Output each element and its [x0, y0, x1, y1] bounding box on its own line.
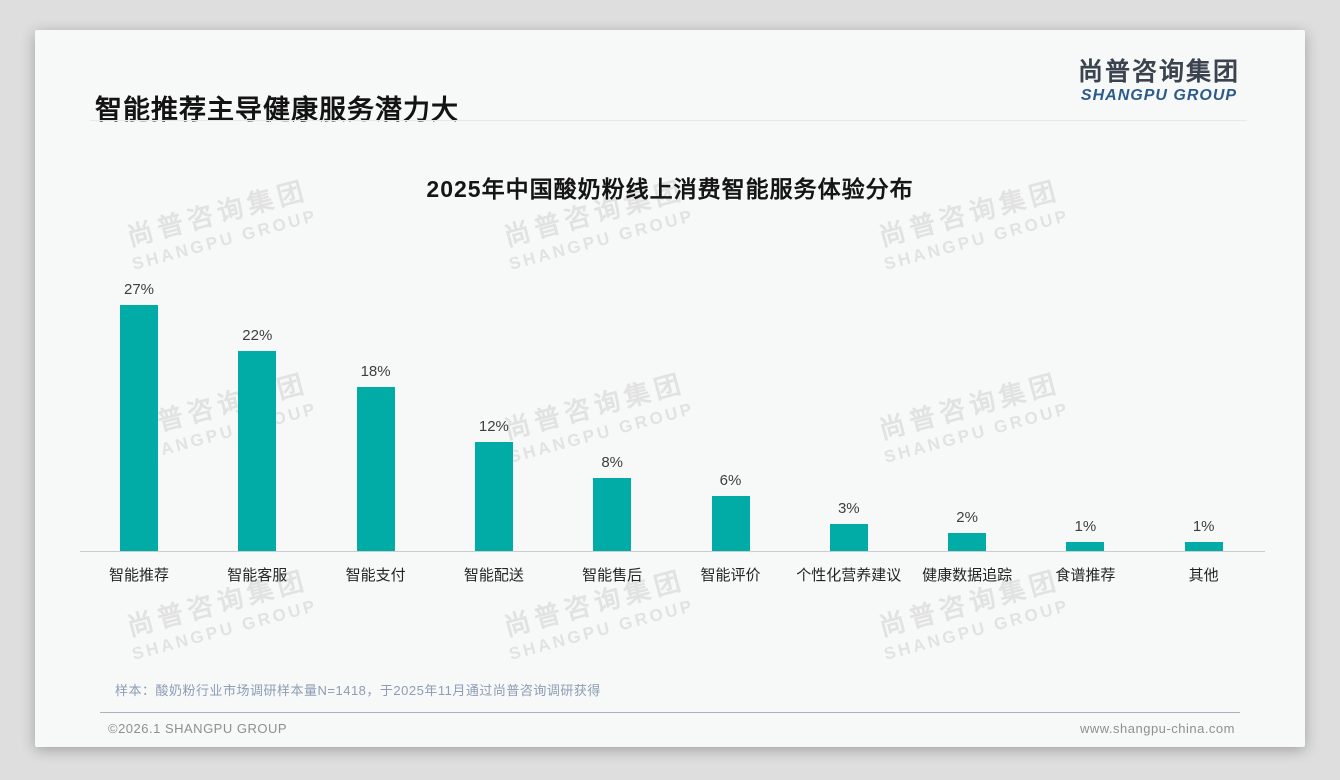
bar-value-label: 22% — [242, 327, 273, 344]
bar — [948, 533, 987, 551]
bar-value-label: 1% — [1074, 518, 1097, 535]
company-logo: 尚普咨询集团 SHANGPU GROUP — [1078, 57, 1240, 105]
bar — [1184, 542, 1223, 551]
bar-group: 1% 食谱推荐 — [1020, 518, 1150, 584]
bar-value-label: 1% — [1192, 518, 1215, 535]
bar-value-label: 6% — [719, 472, 742, 489]
bar-category-label: 个性化营养建议 — [796, 567, 902, 584]
bar-category-label: 智能配送 — [463, 567, 524, 584]
bar-chart-plot: 27% 智能推荐 22% 智能客服 18% 智能支付 12% 智能配送 8% 智能售后 6% 智能评价… — [35, 30, 1305, 747]
logo-english-name: SHANGPU GROUP — [1080, 87, 1238, 104]
bar-group: 1% 其他 — [1139, 518, 1269, 584]
bar-group: 12% 智能配送 — [429, 418, 559, 584]
bar-value-label: 2% — [956, 509, 978, 526]
bar — [356, 387, 395, 551]
sample-footnote: 样本：酸奶粉行业市场调研样本量N=1418，于2025年11月通过尚普咨询调研获… — [115, 683, 601, 698]
bar — [711, 496, 750, 551]
bar-category-label: 健康数据追踪 — [922, 567, 1013, 584]
bar — [120, 305, 158, 551]
bar-category-label: 其他 — [1188, 567, 1219, 584]
bar-value-label: 18% — [360, 363, 391, 380]
page-title: 智能推荐主导健康服务潜力大 — [95, 95, 459, 125]
bar-category-label: 食谱推荐 — [1055, 567, 1116, 584]
title-divider — [90, 120, 1247, 121]
bar-group: 2% 健康数据追踪 — [902, 509, 1032, 584]
bar-value-label: 12% — [478, 418, 509, 435]
bar-group: 8% 智能售后 — [547, 454, 677, 584]
bar-group: 18% 智能支付 — [311, 363, 441, 584]
bar-group: 6% 智能评价 — [666, 472, 796, 584]
x-axis-line — [80, 551, 1265, 552]
bar — [829, 524, 868, 551]
bar-category-label: 智能客服 — [227, 567, 288, 584]
slide-card: 尚普咨询集团 SHANGPU GROUP 尚普咨询集团 SHANGPU GROUP 尚普… — [35, 30, 1305, 747]
bar-group: 27% 智能推荐 — [74, 281, 204, 584]
bar-category-label: 智能评价 — [700, 567, 761, 584]
bar-group: 3% 个性化营养建议 — [784, 500, 914, 584]
bar-value-label: 27% — [123, 281, 155, 298]
footer-divider — [100, 712, 1240, 713]
footer-website: www.shangpu-china.com — [1079, 721, 1235, 736]
bar — [593, 478, 632, 551]
bar — [238, 351, 277, 551]
bar — [1066, 542, 1105, 551]
bar-category-label: 智能售后 — [582, 567, 643, 584]
chart-title: 2025年中国酸奶粉线上消费智能服务体验分布 — [426, 176, 914, 202]
bar — [474, 442, 513, 551]
footer-copyright: ©2026.1 SHANGPU GROUP — [108, 721, 288, 736]
bar-group: 22% 智能客服 — [192, 327, 322, 584]
bar-value-label: 3% — [837, 500, 860, 517]
logo-chinese-name: 尚普咨询集团 — [1077, 58, 1240, 86]
bar-category-label: 智能支付 — [345, 567, 406, 584]
bar-category-label: 智能推荐 — [108, 567, 169, 584]
bar-value-label: 8% — [601, 454, 624, 471]
